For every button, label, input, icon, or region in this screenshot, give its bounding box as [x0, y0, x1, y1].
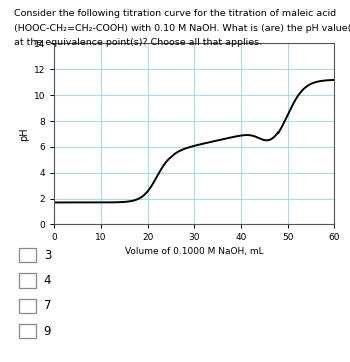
Text: at the equivalence point(s)? Choose all that applies.: at the equivalence point(s)? Choose all …: [14, 38, 262, 47]
Text: 7: 7: [44, 299, 51, 312]
Text: 3: 3: [44, 249, 51, 262]
Text: Consider the following titration curve for the titration of maleic acid: Consider the following titration curve f…: [14, 9, 336, 18]
X-axis label: Volume of 0.1000 M NaOH, mL: Volume of 0.1000 M NaOH, mL: [125, 247, 264, 256]
Y-axis label: pH: pH: [20, 127, 29, 141]
Text: 4: 4: [44, 274, 51, 287]
Text: 9: 9: [44, 325, 51, 338]
Text: (HOOC-CH₂=CH₂-COOH) with 0.10 M NaOH. What is (are) the pH value(s): (HOOC-CH₂=CH₂-COOH) with 0.10 M NaOH. Wh…: [14, 24, 350, 33]
